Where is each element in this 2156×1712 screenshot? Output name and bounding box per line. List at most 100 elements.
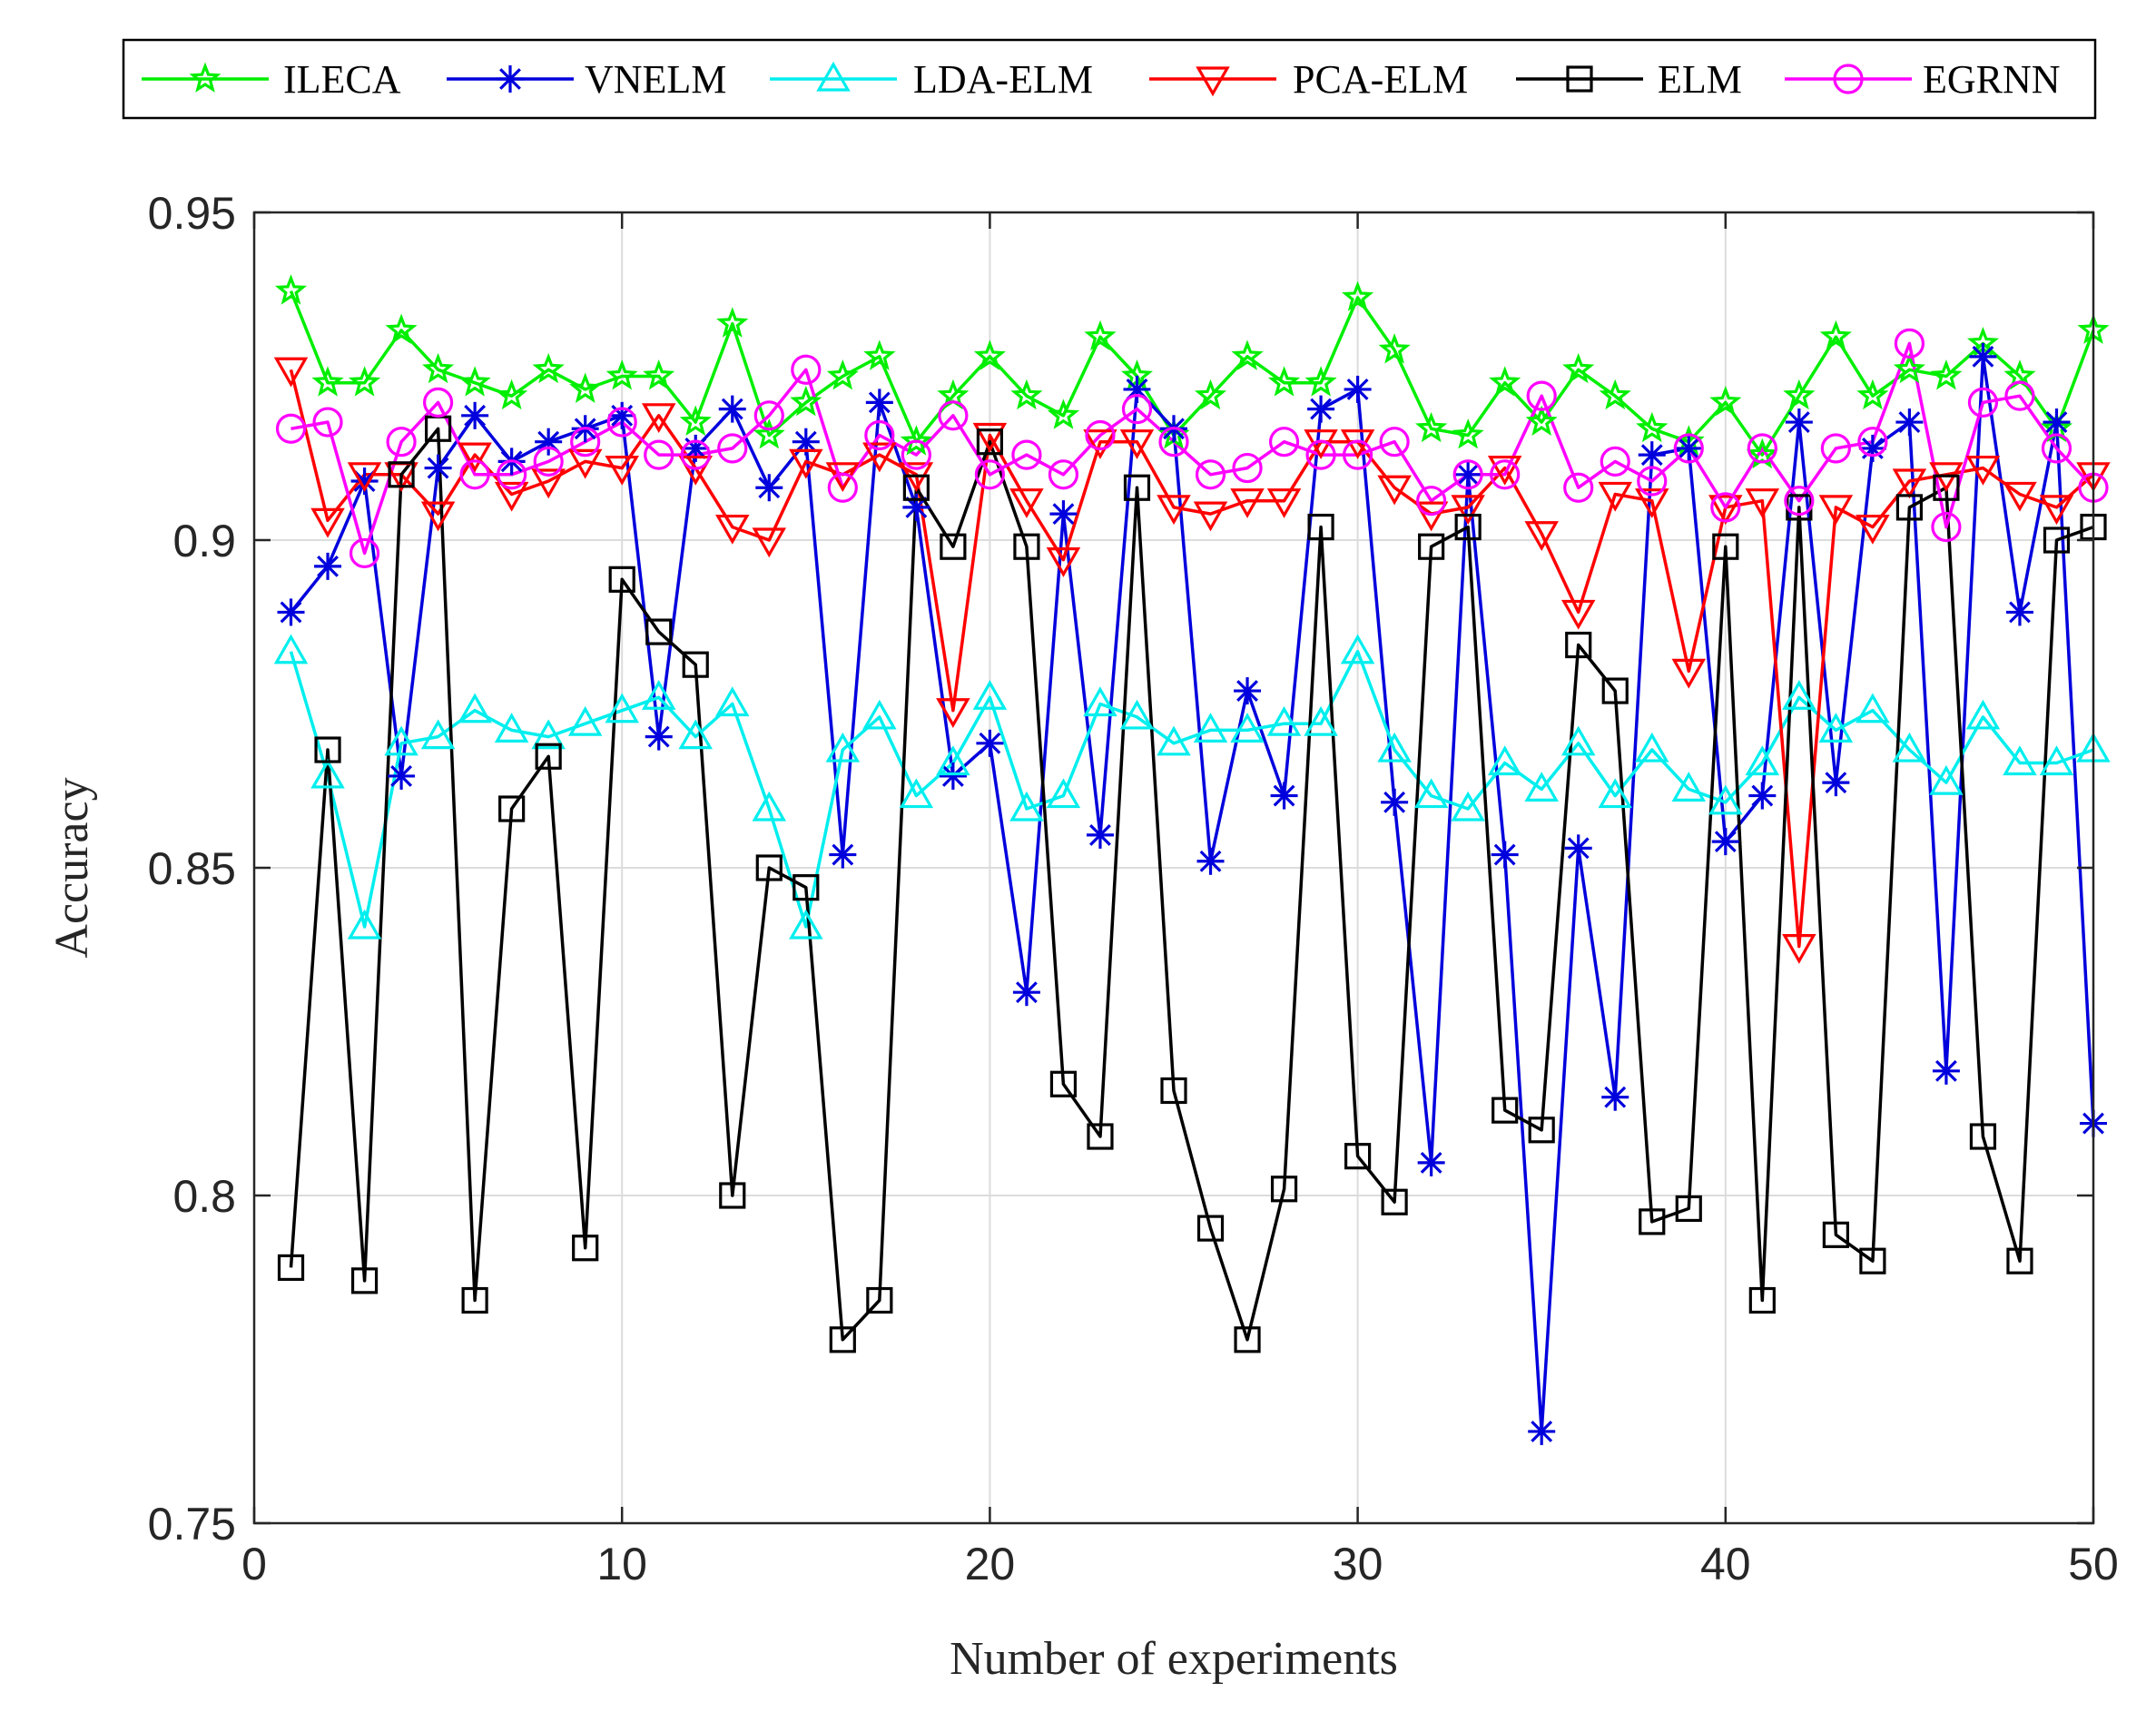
data-point-egrnn [2004,380,2035,411]
data-point-ileca [496,379,528,410]
data-point-egrnn [864,419,895,451]
data-point-egrnn [1967,387,1999,418]
data-point-lda-elm [1009,791,1044,822]
data-point-pca-elm [531,468,566,499]
data-point-elm [755,854,783,881]
data-point-lda-elm [1929,764,1964,795]
data-point-pca-elm [862,442,897,473]
data-point-elm [1049,1070,1078,1097]
data-point-elm [388,461,415,488]
data-point-lda-elm [899,778,934,809]
data-point-pca-elm [1046,547,1081,577]
data-point-egrnn [1637,466,1668,497]
data-point-vnelm [902,493,930,521]
data-point-elm [1822,1221,1849,1248]
data-point-pca-elm [1856,514,1890,545]
data-point-elm [645,618,673,645]
data-point-ileca [1746,438,1778,469]
data-point-pca-elm [2039,495,2074,526]
data-point-lda-elm [531,719,566,750]
data-point-lda-elm [1413,778,1449,809]
y-tick-label: 0.75 [148,1499,236,1550]
data-point-vnelm [1049,500,1078,528]
series-markers-ileca [274,274,2110,469]
data-point-ileca [1084,320,1117,351]
data-point-egrnn [1710,492,1741,523]
data-point-egrnn [827,472,858,503]
data-point-pca-elm [347,462,382,493]
data-point-lda-elm [1230,713,1265,743]
data-point-pca-elm [1193,501,1228,532]
data-point-lda-elm [862,699,897,730]
plot-area [252,211,2111,1525]
data-point-lda-elm [1083,686,1117,717]
data-point-ileca [1231,339,1264,370]
data-point-egrnn [974,459,1006,490]
data-point-pca-elm [1230,488,1265,518]
data-point-lda-elm [1451,791,1485,822]
data-point-lda-elm [1745,745,1780,776]
data-point-vnelm [1528,1417,1556,1445]
data-point-lda-elm [1856,693,1890,723]
data-point-lda-elm [1304,705,1338,736]
data-point-pca-elm [310,507,345,538]
data-point-elm [1565,631,1592,659]
data-point-pca-elm [605,455,639,486]
data-point-elm [976,428,1004,456]
data-point-pca-elm [1708,495,1743,526]
data-point-elm [1307,513,1334,541]
data-point-lda-elm [1818,713,1854,743]
data-point-pca-elm [1524,521,1559,552]
data-point-vnelm [1196,847,1225,875]
data-point-egrnn [1011,439,1042,470]
data-point-vnelm [1711,828,1739,856]
data-point-elm [866,1286,893,1314]
data-point-lda-elm [1892,732,1927,763]
data-point-vnelm [829,841,857,869]
data-point-egrnn [386,427,417,458]
data-point-pca-elm [1377,475,1412,506]
legend-label: LDA-ELM [913,57,1093,102]
data-point-vnelm [1564,834,1592,862]
data-point-ileca [1304,366,1337,397]
data-point-ileca [1930,359,1963,390]
data-point-lda-elm [494,713,529,743]
legend-item-egrnn: EGRNN [1785,57,2061,102]
legend-item-ileca: ILECA [142,57,401,102]
data-point-egrnn [901,439,931,470]
data-point-egrnn [1820,433,1851,464]
data-point-lda-elm [1524,772,1559,802]
data-point-egrnn [1305,439,1336,470]
legend-label: VNELM [585,57,726,102]
data-point-vnelm [424,454,452,482]
data-point-elm [1675,1195,1702,1223]
data-point-elm [1123,474,1151,501]
data-point-vnelm [1932,1057,1960,1085]
data-point-vnelm [608,401,636,429]
x-tick-label: 10 [596,1539,647,1589]
legend-label: ELM [1658,57,1742,102]
data-point-ileca [458,366,491,397]
legend-item-vnelm: VNELM [447,57,726,102]
data-point-egrnn [1158,427,1189,458]
data-point-lda-elm [273,634,309,664]
data-point-pca-elm [1635,488,1669,518]
data-point-ileca [1047,398,1080,429]
data-point-vnelm [1638,441,1666,469]
x-tick-label: 0 [241,1539,267,1589]
legend-marker-pca-elm [1196,66,1230,97]
legend-item-elm: ELM [1516,57,1742,102]
data-point-elm [608,566,635,593]
data-point-elm [1933,474,1960,501]
data-point-egrnn [459,459,490,490]
data-point-vnelm [718,395,746,423]
legend-marker-ileca [189,62,222,93]
legend-item-lda-elm: LDA-ELM [770,57,1093,102]
data-point-pca-elm [1451,495,1485,526]
data-point-ileca [753,418,785,449]
data-point-egrnn [1268,427,1300,458]
data-point-vnelm [388,762,416,790]
legend-item-pca-elm: PCA-ELM [1149,57,1468,102]
data-point-ileca [532,352,565,384]
data-point-pca-elm [1965,455,2001,486]
